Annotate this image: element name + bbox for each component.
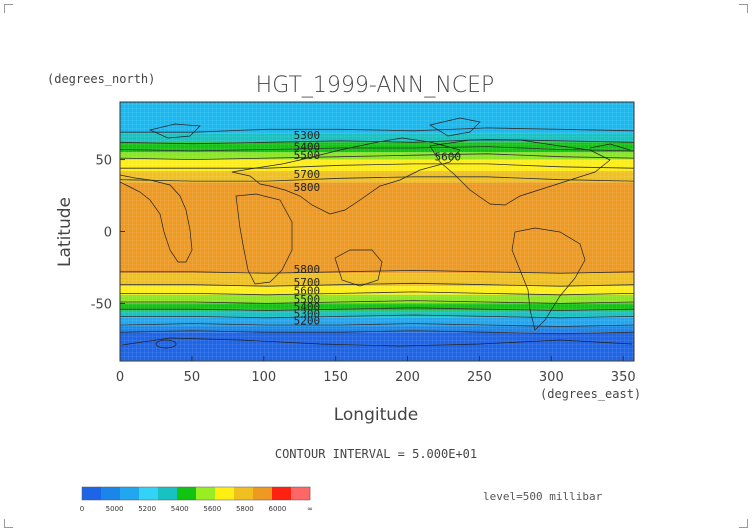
contour-label: 5600	[435, 151, 462, 164]
contour-interval-label: CONTOUR INTERVAL = 5.000E+01	[275, 447, 477, 461]
contour-line-7	[120, 282, 634, 287]
x-axis-label: Longitude	[334, 405, 419, 425]
level-label: level=500 millibar	[483, 490, 603, 503]
colorbar-ticks: 0 5000 5200 5400 5600 5800 6000 ∞	[80, 505, 313, 513]
colorbar-swatch	[177, 487, 197, 500]
contour-line-4	[120, 163, 634, 169]
contour-line-0	[120, 127, 634, 133]
colorbar-tick-label: 5800	[236, 505, 254, 513]
contour-label: 5200	[294, 315, 321, 328]
colorbar-tick-label: 5000	[106, 505, 124, 513]
contour-line-3	[120, 153, 634, 161]
contour-line-2	[120, 146, 634, 152]
contour-label: 5800	[294, 263, 321, 276]
colorbar-frame	[81, 486, 311, 501]
colorbar-tick-label: 5400	[171, 505, 189, 513]
y-tick-label: 50	[95, 154, 112, 169]
colorbar-swatch	[291, 487, 311, 500]
contour-label: 5700	[294, 168, 321, 181]
x-axis: 0 50 100 150 200 250 300 350	[116, 356, 636, 385]
colorbar-tick-label: 5200	[138, 505, 156, 513]
continent-outlines	[120, 117, 633, 349]
crop-mark-bottom-right	[739, 519, 748, 528]
contour-line-13	[120, 330, 634, 335]
y-axis-label: Latitude	[55, 197, 75, 267]
colorbar-tick-label: 5600	[203, 505, 221, 513]
colorbar-swatch	[215, 487, 235, 500]
contour-label: 5700	[294, 276, 321, 289]
x-tick-label: 300	[539, 370, 564, 385]
colorbar-swatch	[272, 487, 292, 500]
x-tick-label: 50	[184, 370, 201, 385]
colorbar	[81, 486, 311, 501]
x-axis-units: (degrees_east)	[540, 387, 641, 401]
contour-label: 5400	[294, 300, 321, 313]
colorbar-swatch	[120, 487, 140, 500]
colorbar-swatch	[253, 487, 273, 500]
x-tick-label: 250	[467, 370, 492, 385]
chart-title: HGT_1999-ANN_NCEP	[256, 73, 495, 98]
colorbar-swatch	[139, 487, 159, 500]
contour-line-9	[120, 300, 634, 304]
contour-line-6	[120, 269, 634, 274]
colorbar-tick-label: 0	[80, 505, 84, 513]
contour-label: 5300	[294, 129, 321, 142]
contour-label: 5800	[294, 181, 321, 194]
y-axis-units: (degrees_north)	[47, 72, 155, 86]
contour-line-5	[120, 176, 634, 182]
x-tick-label: 150	[323, 370, 348, 385]
colorbar-swatch	[196, 487, 216, 500]
contour-lines	[120, 127, 634, 335]
contour-label: 5300	[294, 308, 321, 321]
contour-line-12	[120, 323, 634, 327]
contour-line-8	[120, 291, 634, 296]
colorbar-swatch	[82, 487, 102, 500]
colorbar-tick-label: 6000	[269, 505, 287, 513]
y-tick-label: 0	[104, 226, 112, 241]
contour-line-11	[120, 314, 634, 319]
contour-label: 5400	[294, 141, 321, 154]
colorbar-swatch	[158, 487, 178, 500]
y-axis: 50 0 -50	[91, 154, 125, 312]
contour-label: 5600	[294, 284, 321, 297]
contour-line-1	[120, 138, 634, 145]
x-tick-label: 200	[395, 370, 420, 385]
contour-line-10	[120, 307, 634, 312]
crop-mark-top-right	[739, 4, 748, 13]
colorbar-swatch	[101, 487, 121, 500]
x-tick-label: 350	[611, 370, 636, 385]
contour-label: 5500	[294, 149, 321, 162]
y-tick-label: -50	[91, 297, 112, 312]
crop-mark-top-left	[4, 4, 13, 13]
colorbar-swatch	[234, 487, 254, 500]
colorbar-tick-label: ∞	[307, 505, 313, 513]
contour-label: 5500	[294, 293, 321, 306]
x-tick-label: 100	[251, 370, 276, 385]
x-tick-label: 0	[116, 370, 124, 385]
crop-mark-bottom-left	[4, 519, 13, 528]
